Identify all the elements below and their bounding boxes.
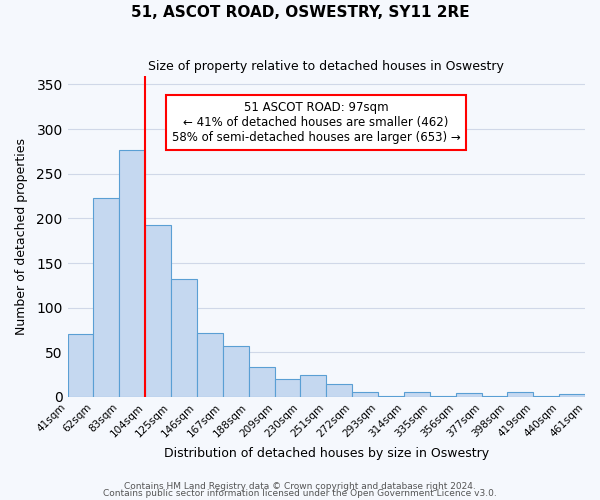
Bar: [508, 392, 533, 397]
Bar: [145, 224, 171, 397]
Bar: [94, 198, 119, 397]
Bar: [404, 392, 430, 397]
Bar: [559, 394, 585, 397]
Text: 51 ASCOT ROAD: 97sqm
← 41% of detached houses are smaller (462)
58% of semi-deta: 51 ASCOT ROAD: 97sqm ← 41% of detached h…: [172, 102, 460, 144]
Bar: [378, 396, 404, 397]
X-axis label: Distribution of detached houses by size in Oswestry: Distribution of detached houses by size …: [164, 447, 489, 460]
Bar: [197, 332, 223, 397]
Bar: [430, 396, 455, 397]
Bar: [352, 392, 378, 397]
Bar: [301, 374, 326, 397]
Bar: [326, 384, 352, 397]
Bar: [275, 379, 301, 397]
Bar: [68, 334, 94, 397]
Text: Contains public sector information licensed under the Open Government Licence v3: Contains public sector information licen…: [103, 489, 497, 498]
Bar: [223, 346, 248, 397]
Bar: [171, 279, 197, 397]
Bar: [482, 396, 508, 397]
Bar: [119, 150, 145, 397]
Bar: [455, 394, 482, 397]
Text: 51, ASCOT ROAD, OSWESTRY, SY11 2RE: 51, ASCOT ROAD, OSWESTRY, SY11 2RE: [131, 5, 469, 20]
Text: Contains HM Land Registry data © Crown copyright and database right 2024.: Contains HM Land Registry data © Crown c…: [124, 482, 476, 491]
Bar: [533, 396, 559, 397]
Bar: [248, 368, 275, 397]
Title: Size of property relative to detached houses in Oswestry: Size of property relative to detached ho…: [148, 60, 504, 73]
Y-axis label: Number of detached properties: Number of detached properties: [15, 138, 28, 335]
